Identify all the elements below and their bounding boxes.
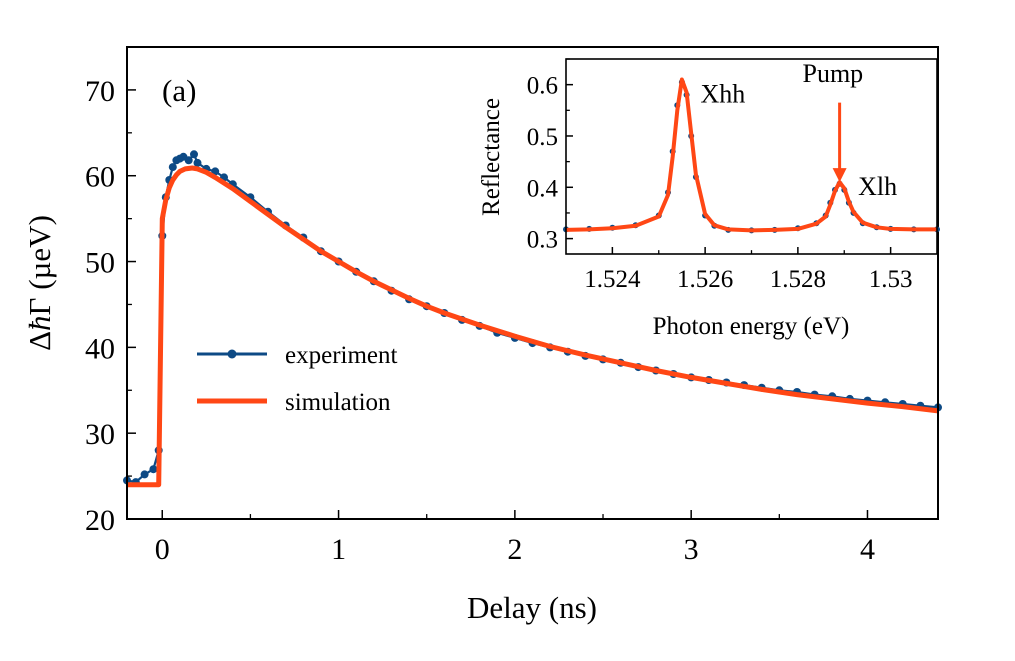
main-plot-frame — [126, 46, 939, 520]
inset-chart: 1.524 1.526 1.528 1.53 0.3 0.4 0.5 0.6 Photon e… — [478, 58, 940, 340]
inset-y-tick-label: 0.5 — [527, 124, 558, 151]
main-experiment-point — [193, 158, 202, 167]
y-title-gamma: Γ — [22, 298, 57, 316]
inset-x-tick-label: 1.524 — [584, 266, 641, 293]
main-experiment-point — [168, 163, 177, 172]
main-x-tick-label: 1 — [331, 533, 346, 566]
legend-experiment-marker — [227, 349, 237, 359]
panel-label: (a) — [162, 73, 196, 108]
y-title-hbar: ħ — [22, 315, 57, 331]
inset-y-axis-title: Reflectance — [478, 98, 505, 216]
main-experiment-point — [190, 150, 198, 159]
main-y-tick-label: 50 — [85, 247, 115, 280]
main-x-tick-label: 0 — [155, 533, 170, 566]
inset-x-tick-label: 1.528 — [770, 266, 826, 293]
inset-ticks-layer: 1.524 1.526 1.528 1.53 0.3 0.4 0.5 0.6 — [527, 58, 913, 293]
legend: experiment simulation — [197, 342, 398, 416]
main-y-axis-title: ΔħΓ (µeV) — [22, 215, 57, 351]
pump-arrow-icon — [832, 168, 847, 183]
main-x-tick-label: 2 — [507, 533, 522, 566]
inset-background — [566, 59, 937, 254]
inset-x-axis-title: Photon energy (eV) — [653, 313, 850, 340]
main-x-tick-label: 4 — [860, 533, 875, 566]
main-y-tick-label: 60 — [85, 161, 115, 194]
inset-annotations-layer: Xhh Pump Xlh — [700, 59, 897, 201]
main-y-tick-label: 40 — [85, 332, 115, 365]
main-chart: 0 1 2 3 4 20 30 40 50 60 70 (a) Delay (ns) ΔħΓ (µe… — [22, 46, 942, 625]
main-ticks-layer: 0 1 2 3 4 20 30 40 50 60 70 — [85, 46, 875, 566]
main-x-axis-title: Delay (ns) — [467, 590, 597, 625]
inset-x-tick-label: 1.53 — [869, 266, 913, 293]
main-y-tick-label: 30 — [85, 418, 115, 451]
main-experiment-point — [140, 470, 149, 479]
inset-series-simulation-line — [565, 77, 937, 233]
main-y-tick-label: 70 — [85, 75, 115, 108]
y-title-delta: Δ — [22, 331, 57, 351]
inset-y-tick-label: 0.6 — [527, 73, 558, 100]
main-experiment-point — [184, 156, 193, 165]
main-series-simulation-line — [127, 165, 939, 488]
main-experiment-point — [149, 465, 158, 474]
inset-annotation-xlh: Xlh — [858, 172, 897, 201]
main-series-layer — [123, 150, 942, 488]
inset-y-tick-label: 0.4 — [527, 175, 559, 202]
legend-experiment-label: experiment — [285, 342, 398, 369]
main-x-tick-label: 3 — [684, 533, 699, 566]
inset-annotation-pump: Pump — [803, 59, 864, 88]
inset-x-tick-label: 1.526 — [677, 266, 733, 293]
legend-simulation-label: simulation — [285, 389, 391, 416]
y-title-unit: (µeV) — [22, 215, 57, 297]
inset-annotation-xhh: Xhh — [700, 80, 745, 109]
inset-series-layer — [563, 77, 940, 234]
main-y-tick-label: 20 — [85, 504, 115, 537]
inset-y-tick-label: 0.3 — [527, 227, 558, 254]
